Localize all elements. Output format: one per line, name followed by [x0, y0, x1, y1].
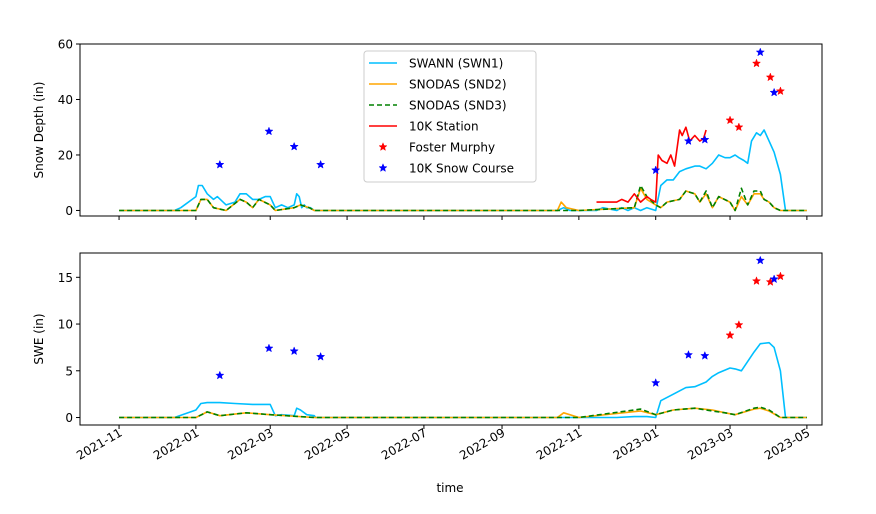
point-foster-murphy	[734, 122, 744, 132]
legend-entry-snodas-snd2: SNODAS (SND2)	[369, 78, 507, 92]
legend-label: SWANN (SWN1)	[409, 57, 503, 71]
point-foster-murphy	[751, 58, 762, 68]
x-tick-label: 2023-03	[685, 425, 735, 462]
point-foster-murphy	[775, 271, 786, 281]
bottom-y-ticks: 0 5 10 15	[58, 271, 80, 425]
point-foster-murphy	[775, 86, 786, 96]
point-foster-murphy	[725, 115, 735, 125]
series-10k-station	[596, 126, 707, 203]
point-10k-snow-course	[769, 87, 779, 97]
y-tick-label: 20	[58, 148, 73, 162]
series-10k-snow-course	[215, 47, 779, 175]
point-10k-snow-course	[700, 134, 710, 144]
point-10k-snow-course	[315, 159, 326, 169]
series-10k-snow-course	[215, 255, 779, 387]
legend-label: 10K Snow Course	[409, 162, 514, 176]
bottom-axes-frame	[79, 252, 823, 426]
x-tick-label: 2022-03	[225, 425, 275, 462]
legend-entry-swann-swn1: SWANN (SWN1)	[369, 57, 503, 71]
point-10k-snow-course	[755, 255, 765, 265]
x-tick-label: 2023-05	[762, 425, 812, 462]
point-foster-murphy	[765, 72, 775, 82]
y-tick-label: 0	[65, 411, 73, 425]
y-tick-label: 40	[58, 93, 73, 107]
legend-marker	[378, 142, 388, 151]
x-tick-label: 2022-05	[302, 425, 352, 462]
legend-label: SNODAS (SND3)	[409, 99, 507, 113]
legend-box	[363, 50, 537, 183]
line-snodas-snd3	[119, 184, 807, 212]
point-10k-snow-course	[700, 350, 710, 360]
point-10k-snow-course	[683, 349, 694, 359]
y-tick-label: 60	[58, 38, 73, 52]
line-swann-swn1	[119, 129, 807, 212]
series-snodas-snd3	[119, 406, 807, 419]
series-foster-murphy	[725, 271, 786, 340]
point-10k-snow-course	[651, 378, 661, 387]
top-panel: 0 20 40 60 Snow Depth (in)	[32, 38, 823, 220]
top-plot-area	[119, 47, 807, 212]
x-tick-label: 2022-07	[379, 425, 429, 462]
series-swann-swn1	[119, 341, 807, 419]
y-tick-label: 0	[65, 204, 73, 218]
legend-entry-foster-murphy: Foster Murphy	[378, 141, 495, 155]
point-foster-murphy	[734, 320, 744, 329]
legend-items: SWANN (SWN1) SNODAS (SND2) SNODAS (SND3) 10…	[369, 57, 514, 176]
series-swann-swn1	[119, 129, 807, 212]
bottom-y-axis-label: SWE (in)	[32, 313, 46, 364]
legend-label: SNODAS (SND2)	[409, 78, 507, 92]
point-10k-snow-course	[651, 165, 661, 175]
point-10k-snow-course	[215, 159, 225, 169]
x-tick-label: 2022-09	[457, 425, 507, 462]
x-tick-label: 2022-11	[534, 425, 584, 462]
point-10k-snow-course	[264, 126, 274, 136]
point-10k-snow-course	[769, 274, 779, 284]
top-y-axis-label: Snow Depth (in)	[32, 82, 46, 179]
legend-entry-snodas-snd3: SNODAS (SND3)	[369, 99, 507, 113]
x-tick-label: 2021-11	[74, 425, 124, 462]
legend: SWANN (SWN1) SNODAS (SND2) SNODAS (SND3) 10…	[363, 50, 537, 183]
point-10k-snow-course	[315, 351, 326, 361]
point-10k-snow-course	[755, 47, 765, 57]
line-swann-swn1	[119, 341, 807, 419]
point-10k-snow-course	[289, 346, 299, 356]
x-axis-label: time	[436, 481, 463, 495]
point-10k-snow-course	[683, 136, 694, 146]
x-tick-label: 2023-01	[611, 425, 661, 462]
x-tick-label: 2022-01	[151, 425, 201, 462]
bottom-plot-area	[119, 255, 807, 419]
y-tick-label: 10	[58, 318, 73, 332]
legend-label: Foster Murphy	[409, 141, 495, 155]
legend-entry-10k-snow-course: 10K Snow Course	[378, 162, 514, 176]
point-foster-murphy	[751, 276, 762, 286]
legend-marker	[378, 163, 388, 172]
series-snodas-snd3	[119, 184, 807, 212]
legend-label: 10K Station	[409, 120, 479, 134]
top-x-ticks	[118, 216, 808, 220]
bottom-x-ticks: 2021-11 2022-01 2022-03 2022-05 2022-07 2022-…	[74, 425, 812, 463]
line-10k-station	[596, 126, 707, 203]
y-tick-label: 15	[58, 271, 73, 285]
y-tick-label: 5	[65, 364, 73, 378]
top-axes-frame	[79, 43, 823, 217]
series-snodas-snd2	[119, 187, 807, 212]
point-10k-snow-course	[289, 141, 299, 151]
legend-entry-10k-station: 10K Station	[369, 120, 479, 134]
bottom-panel: 0 5 10 15 2021-11 2022-01 2022-03 2022-05 2022-…	[32, 252, 823, 495]
point-10k-snow-course	[264, 343, 274, 353]
series-foster-murphy	[725, 58, 786, 132]
point-10k-snow-course	[215, 370, 225, 380]
point-foster-murphy	[725, 330, 735, 340]
line-snodas-snd3	[119, 406, 807, 419]
top-y-ticks: 0 20 40 60	[58, 38, 80, 218]
line-snodas-snd2	[119, 187, 807, 212]
